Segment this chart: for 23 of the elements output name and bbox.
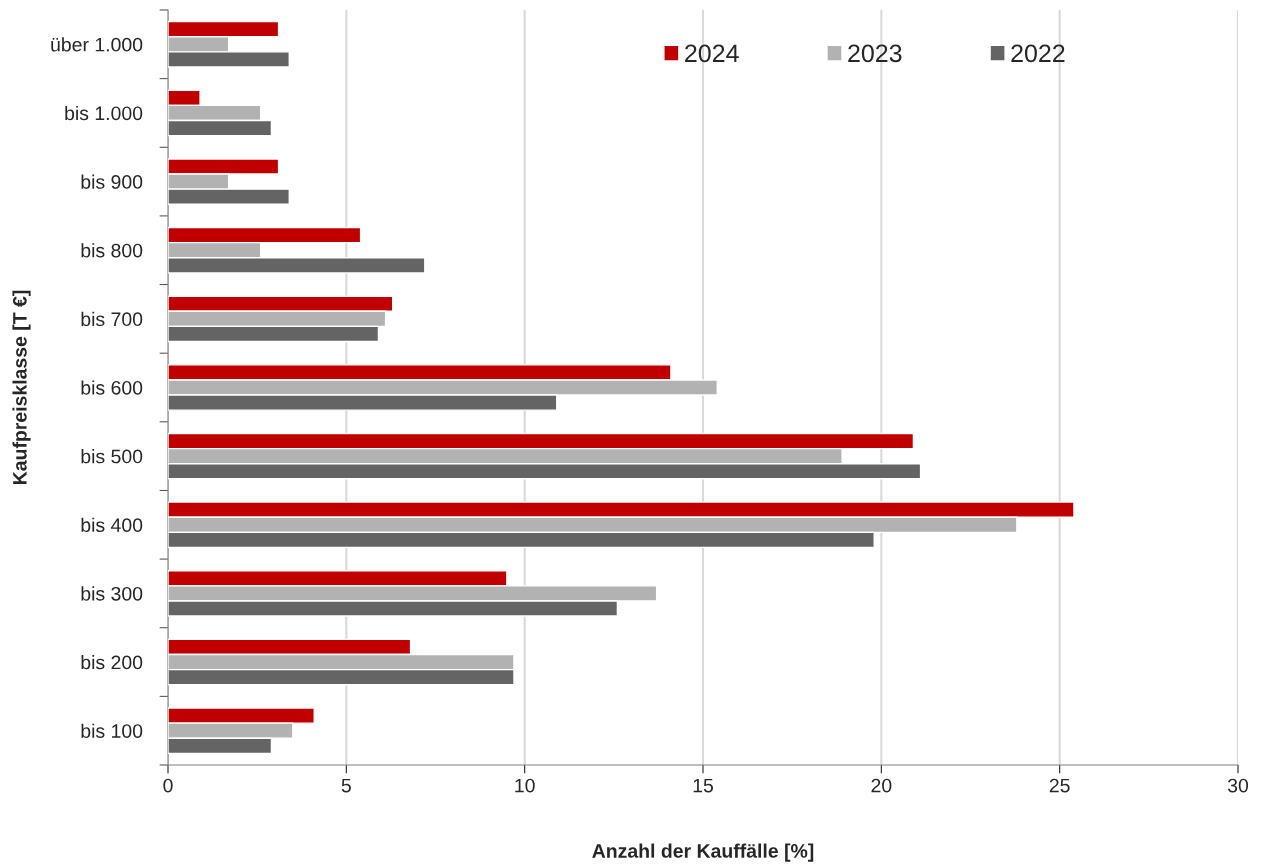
- x-tick-label: 0: [163, 778, 173, 793]
- legend-label: 2023: [848, 44, 902, 63]
- y-tick-label: bis 1.000: [65, 105, 143, 121]
- x-axis-title: Anzahl der Kauffälle [%]: [592, 843, 814, 862]
- y-tick-label: bis 400: [81, 517, 143, 533]
- y-tick-label: bis 900: [81, 174, 143, 189]
- legend-label: 2022: [1011, 44, 1065, 63]
- y-tick-label: über 1.000: [51, 37, 143, 52]
- x-tick-label: 5: [341, 778, 351, 793]
- y-tick-label: bis 600: [81, 380, 143, 395]
- x-tick-label: 15: [693, 778, 713, 793]
- x-tick-label: 20: [871, 778, 892, 793]
- x-tick-label: 10: [515, 778, 535, 793]
- y-tick-label: bis 800: [81, 243, 143, 258]
- y-tick-label: bis 300: [81, 586, 143, 601]
- y-tick-label: bis 200: [81, 655, 143, 670]
- y-axis-title: Kaufpreisklasse [T €]: [12, 290, 31, 484]
- x-tick-label: 30: [1227, 778, 1249, 793]
- y-tick-label: bis 700: [81, 311, 143, 327]
- x-tick-label: 25: [1049, 778, 1070, 793]
- y-tick-label: bis 500: [81, 449, 143, 464]
- y-tick-label: bis 100: [81, 723, 143, 738]
- legend-label: 2024: [685, 44, 739, 63]
